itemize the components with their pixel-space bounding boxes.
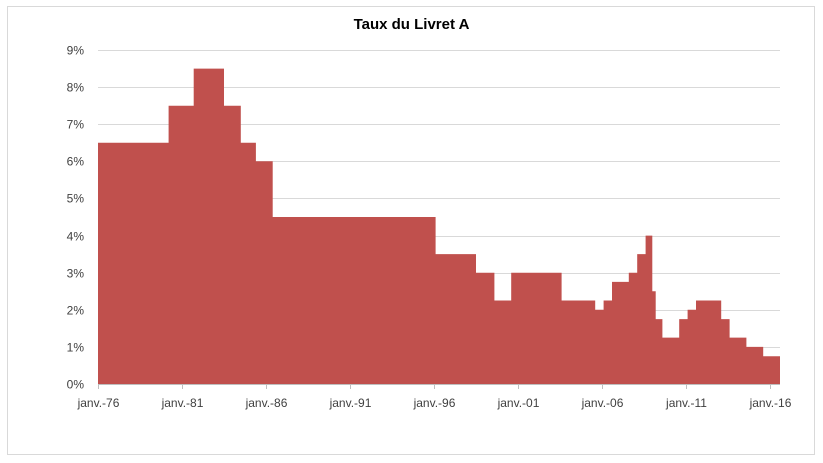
x-tick-label: janv.-16	[749, 396, 792, 410]
chart-title: Taux du Livret A	[353, 16, 470, 33]
y-tick-label: 4%	[67, 230, 85, 244]
y-tick-label: 3%	[67, 267, 85, 281]
y-tick-label: 7%	[67, 118, 85, 132]
x-tick-label: janv.-06	[581, 396, 624, 410]
x-tick-label: janv.-91	[329, 396, 372, 410]
x-tick-label: janv.-96	[413, 396, 456, 410]
x-tick-label: janv.-01	[497, 396, 540, 410]
x-tick-label: janv.-81	[161, 396, 204, 410]
y-tick-label: 2%	[67, 304, 85, 318]
x-tick-label: janv.-86	[245, 396, 288, 410]
y-tick-label: 9%	[67, 44, 85, 58]
y-tick-label: 6%	[67, 155, 85, 169]
x-tick-label: janv.-11	[665, 396, 707, 410]
y-axis: 0% 1% 2% 3% 4% 5% 6% 7% 8% 9%	[67, 44, 85, 392]
series-area	[98, 68, 780, 384]
y-tick-label: 8%	[67, 81, 85, 95]
x-axis: janv.-76 janv.-81 janv.-86 janv.-91 janv.-96…	[77, 384, 792, 410]
series-layer	[98, 68, 780, 384]
y-tick-label: 5%	[67, 192, 85, 206]
y-tick-label: 0%	[67, 378, 85, 392]
y-tick-label: 1%	[67, 341, 85, 355]
x-tick-label: janv.-76	[77, 396, 120, 410]
